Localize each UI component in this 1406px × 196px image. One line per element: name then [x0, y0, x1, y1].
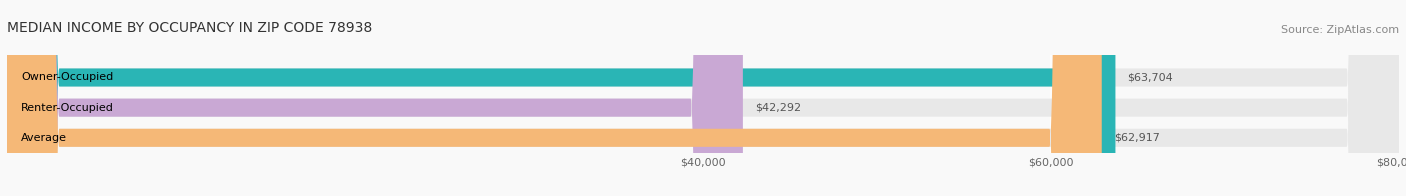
FancyBboxPatch shape — [7, 0, 1399, 196]
FancyBboxPatch shape — [7, 0, 742, 196]
FancyBboxPatch shape — [7, 0, 1399, 196]
Text: MEDIAN INCOME BY OCCUPANCY IN ZIP CODE 78938: MEDIAN INCOME BY OCCUPANCY IN ZIP CODE 7… — [7, 21, 373, 35]
FancyBboxPatch shape — [7, 0, 1102, 196]
FancyBboxPatch shape — [7, 0, 1115, 196]
Text: Source: ZipAtlas.com: Source: ZipAtlas.com — [1281, 25, 1399, 35]
Text: $62,917: $62,917 — [1114, 133, 1160, 143]
Text: $42,292: $42,292 — [755, 103, 801, 113]
Text: $63,704: $63,704 — [1128, 73, 1174, 83]
FancyBboxPatch shape — [7, 0, 1399, 196]
Text: Average: Average — [21, 133, 67, 143]
Text: Owner-Occupied: Owner-Occupied — [21, 73, 114, 83]
Text: Renter-Occupied: Renter-Occupied — [21, 103, 114, 113]
